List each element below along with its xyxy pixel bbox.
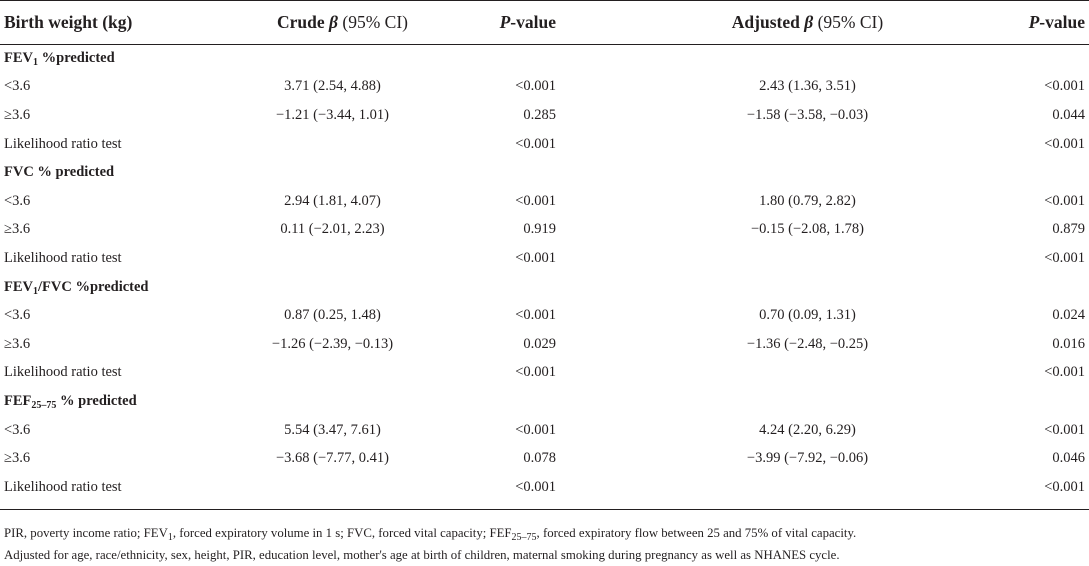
table-row: <3.6 3.71 (2.54, 4.88) <0.001 2.43 (1.36, 3… bbox=[0, 73, 1089, 102]
table-row: Likelihood ratio test <0.001 <0.001 bbox=[0, 130, 1089, 159]
p-value-adjusted-cell: <0.001 bbox=[1044, 192, 1085, 209]
header-p-value-crude: P-value bbox=[499, 11, 556, 32]
p-value-crude-cell: 0.919 bbox=[523, 221, 556, 238]
section-header-row: FVC % predicted bbox=[0, 158, 1089, 187]
crude-beta-cell bbox=[220, 359, 445, 388]
results-table: Birth weight (kg) Crude β (95% CI) P-val… bbox=[0, 0, 1089, 502]
table-row: ≥3.6 −3.68 (−7.77, 0.41) 0.078 −3.99 (−7.92… bbox=[0, 444, 1089, 473]
header-p-value-adjusted: P-value bbox=[1028, 11, 1085, 32]
row-label: ≥3.6 bbox=[4, 221, 31, 238]
adjusted-beta-cell: 1.80 (0.79, 2.82) bbox=[759, 192, 856, 209]
header-adjusted-beta: Adjusted β (95% CI) bbox=[731, 11, 884, 32]
adjusted-beta-cell: −3.99 (−7.92, −0.06) bbox=[746, 450, 869, 467]
p-value-adjusted-cell: 0.044 bbox=[1052, 106, 1085, 123]
footnote-abbreviations: PIR, poverty income ratio; FEV1, forced … bbox=[4, 526, 857, 543]
p-value-crude-cell: <0.001 bbox=[515, 135, 556, 152]
crude-beta-cell: −1.21 (−3.44, 1.01) bbox=[275, 106, 389, 123]
adjusted-beta-cell: 2.43 (1.36, 3.51) bbox=[759, 78, 856, 95]
section-title: FEV1/FVC %predicted bbox=[4, 278, 149, 297]
p-value-adjusted-cell: <0.001 bbox=[1044, 249, 1085, 266]
table-row: <3.6 5.54 (3.47, 7.61) <0.001 4.24 (2.20, 6… bbox=[0, 416, 1089, 445]
p-value-adjusted-cell: 0.879 bbox=[1052, 221, 1085, 238]
p-value-crude-cell: <0.001 bbox=[515, 478, 556, 495]
adjusted-beta-cell bbox=[640, 244, 905, 273]
adjusted-beta-cell: −0.15 (−2.08, 1.78) bbox=[750, 221, 864, 238]
row-label: <3.6 bbox=[4, 78, 31, 95]
p-value-crude-cell: <0.001 bbox=[515, 192, 556, 209]
crude-beta-cell bbox=[220, 244, 445, 273]
crude-beta-cell: −1.26 (−2.39, −0.13) bbox=[271, 335, 394, 352]
row-label: <3.6 bbox=[4, 307, 31, 324]
p-value-crude-cell: 0.029 bbox=[523, 335, 556, 352]
table-row: ≥3.6 0.11 (−2.01, 2.23) 0.919 −0.15 (−2.08,… bbox=[0, 216, 1089, 245]
section-header-row: FEV1/FVC %predicted bbox=[0, 273, 1089, 302]
p-value-crude-cell: <0.001 bbox=[515, 364, 556, 381]
adjusted-beta-cell bbox=[640, 130, 905, 159]
adjusted-beta-cell bbox=[640, 359, 905, 388]
row-label: Likelihood ratio test bbox=[4, 249, 122, 266]
section-title: FEV1 %predicted bbox=[4, 49, 115, 68]
row-label: ≥3.6 bbox=[4, 335, 31, 352]
section-header-row: FEV1 %predicted bbox=[0, 44, 1089, 73]
table-header-rule bbox=[0, 44, 1089, 45]
adjusted-beta-cell: −1.58 (−3.58, −0.03) bbox=[746, 106, 869, 123]
table-row: <3.6 2.94 (1.81, 4.07) <0.001 1.80 (0.79, 2… bbox=[0, 187, 1089, 216]
table-row: ≥3.6 −1.26 (−2.39, −0.13) 0.029 −1.36 (−2.4… bbox=[0, 330, 1089, 359]
crude-beta-cell: 0.87 (0.25, 1.48) bbox=[284, 307, 381, 324]
p-value-crude-cell: <0.001 bbox=[515, 78, 556, 95]
row-label: ≥3.6 bbox=[4, 106, 31, 123]
crude-beta-cell bbox=[220, 473, 445, 502]
adjusted-beta-cell: 0.70 (0.09, 1.31) bbox=[759, 307, 856, 324]
p-value-adjusted-cell: 0.024 bbox=[1052, 307, 1085, 324]
p-value-adjusted-cell: <0.001 bbox=[1044, 421, 1085, 438]
table-row: Likelihood ratio test <0.001 <0.001 bbox=[0, 473, 1089, 502]
row-label: Likelihood ratio test bbox=[4, 478, 122, 495]
p-value-adjusted-cell: 0.046 bbox=[1052, 450, 1085, 467]
p-value-crude-cell: 0.285 bbox=[523, 106, 556, 123]
adjusted-beta-cell: −1.36 (−2.48, −0.25) bbox=[746, 335, 869, 352]
section-title: FVC % predicted bbox=[4, 164, 115, 181]
p-value-adjusted-cell: <0.001 bbox=[1044, 364, 1085, 381]
row-label: Likelihood ratio test bbox=[4, 135, 122, 152]
table-row: <3.6 0.87 (0.25, 1.48) <0.001 0.70 (0.09, 1… bbox=[0, 301, 1089, 330]
header-crude-beta: Crude β (95% CI) bbox=[277, 11, 408, 32]
crude-beta-cell: 5.54 (3.47, 7.61) bbox=[284, 421, 381, 438]
section-header-row: FEF25–75 % predicted bbox=[0, 387, 1089, 416]
row-label: ≥3.6 bbox=[4, 450, 31, 467]
table-footnotes: PIR, poverty income ratio; FEV1, forced … bbox=[4, 522, 1084, 566]
crude-beta-cell: 0.11 (−2.01, 2.23) bbox=[280, 221, 385, 238]
p-value-crude-cell: 0.078 bbox=[523, 450, 556, 467]
table-top-rule bbox=[0, 0, 1089, 1]
crude-beta-cell: 2.94 (1.81, 4.07) bbox=[284, 192, 381, 209]
header-row: Birth weight (kg) Crude β (95% CI) P-val… bbox=[0, 0, 1089, 44]
adjusted-beta-cell: 4.24 (2.20, 6.29) bbox=[759, 421, 856, 438]
crude-beta-cell: 3.71 (2.54, 4.88) bbox=[284, 78, 381, 95]
p-value-adjusted-cell: <0.001 bbox=[1044, 478, 1085, 495]
p-value-adjusted-cell: <0.001 bbox=[1044, 78, 1085, 95]
row-label: <3.6 bbox=[4, 192, 31, 209]
table-row: Likelihood ratio test <0.001 <0.001 bbox=[0, 359, 1089, 388]
footnote-adjustment: Adjusted for age, race/ethnicity, sex, h… bbox=[4, 548, 840, 562]
p-value-crude-cell: <0.001 bbox=[515, 307, 556, 324]
section-title: FEF25–75 % predicted bbox=[4, 392, 137, 411]
header-birth-weight: Birth weight (kg) bbox=[4, 11, 133, 32]
p-value-adjusted-cell: <0.001 bbox=[1044, 135, 1085, 152]
table-row: Likelihood ratio test <0.001 <0.001 bbox=[0, 244, 1089, 273]
crude-beta-cell: −3.68 (−7.77, 0.41) bbox=[275, 450, 389, 467]
p-value-adjusted-cell: 0.016 bbox=[1052, 335, 1085, 352]
row-label: <3.6 bbox=[4, 421, 31, 438]
table-row: ≥3.6 −1.21 (−3.44, 1.01) 0.285 −1.58 (−3.58… bbox=[0, 101, 1089, 130]
p-value-crude-cell: <0.001 bbox=[515, 249, 556, 266]
crude-beta-cell bbox=[220, 130, 445, 159]
table-bottom-rule bbox=[0, 509, 1089, 510]
row-label: Likelihood ratio test bbox=[4, 364, 122, 381]
adjusted-beta-cell bbox=[640, 473, 905, 502]
p-value-crude-cell: <0.001 bbox=[515, 421, 556, 438]
